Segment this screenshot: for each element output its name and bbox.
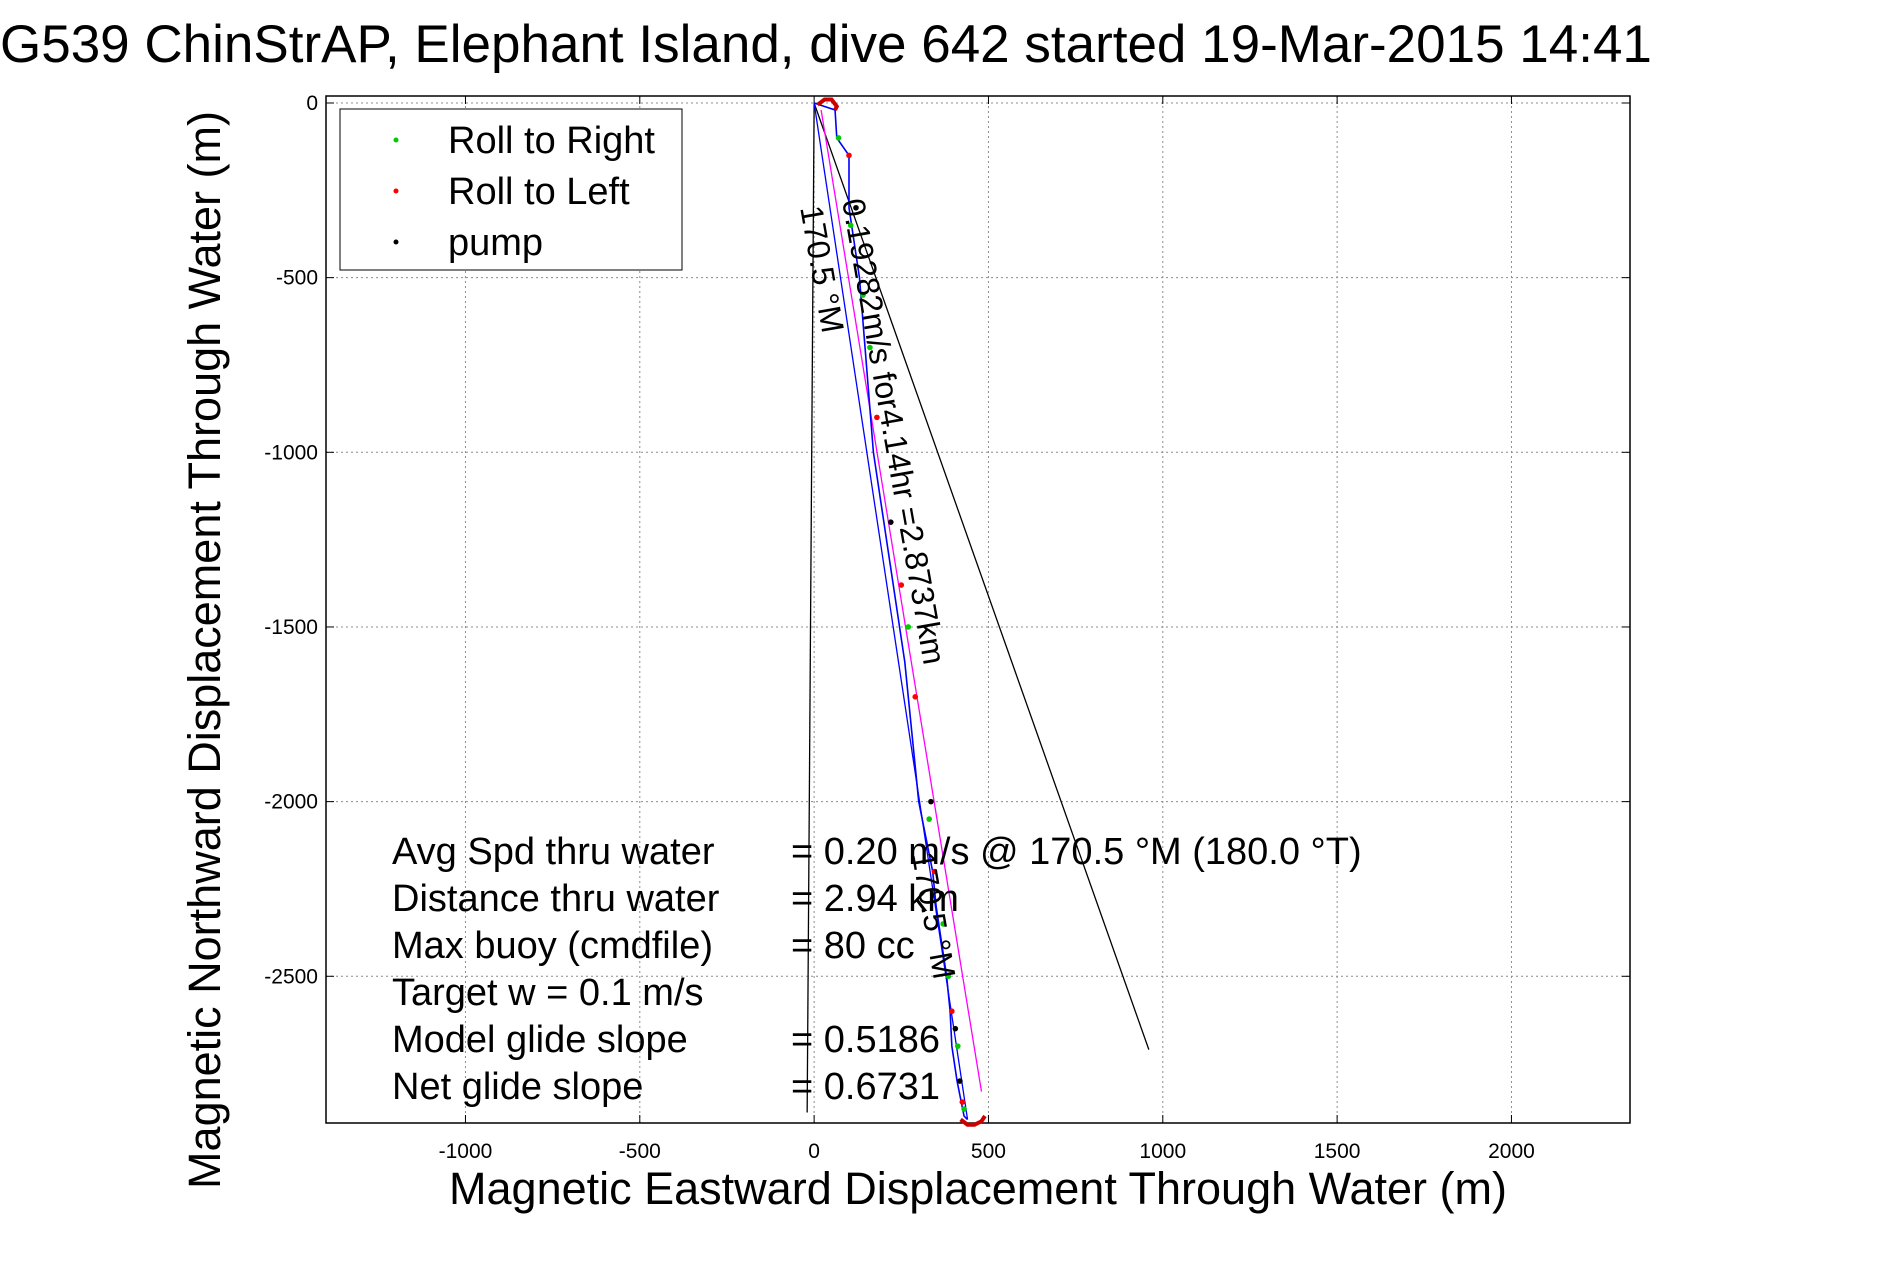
grid-lines: [326, 96, 1630, 1123]
x-tick-label: 1000: [1139, 1140, 1186, 1163]
y-tick-label: 0: [306, 92, 318, 115]
point-pump: [952, 1025, 959, 1032]
x-tick-label: 500: [971, 1140, 1006, 1163]
point-roll-to-right: [835, 135, 842, 141]
y-axis-label: Magnetic Northward Displacement Through …: [179, 111, 230, 1189]
stat-label-target-w: Target w = 0.1 m/s: [392, 972, 704, 1014]
legend: Roll to Right Roll to Left pump: [339, 108, 683, 271]
surface-track-start: [816, 97, 840, 111]
point-roll-to-left: [949, 1008, 955, 1015]
x-tick-label: 1500: [1314, 1140, 1361, 1163]
stat-label-max-buoy: Max buoy (cmdfile): [392, 925, 713, 967]
point-roll-to-right: [847, 222, 854, 229]
chart-title: G539 ChinStrAP, Elephant Island, dive 64…: [0, 15, 1652, 74]
y-tick-label: -1500: [264, 616, 318, 639]
y-tick-label: -2000: [264, 791, 318, 814]
dive-statistics: Avg Spd thru water = 0.20 m/s @ 170.5 °M…: [392, 831, 1362, 1108]
x-tick-label: -500: [619, 1140, 661, 1163]
stat-label-avg-speed: Avg Spd thru water: [392, 831, 715, 873]
point-pump: [928, 798, 934, 805]
point-pump: [888, 519, 894, 525]
legend-label-pump: pump: [448, 222, 543, 264]
stat-label-model-glide: Model glide slope: [392, 1019, 688, 1061]
ref-line-black-vertical: [806, 102, 815, 1113]
point-roll-to-right: [905, 624, 912, 630]
y-tick-label: -2500: [264, 965, 318, 988]
point-pump: [957, 1078, 963, 1084]
point-roll-to-right: [926, 816, 932, 822]
stat-value-distance: = 2.94 km: [791, 878, 959, 920]
point-roll-to-left: [959, 1099, 966, 1105]
point-roll-to-right: [867, 344, 873, 351]
point-roll-to-right: [961, 1106, 967, 1112]
series-line-track: [813, 102, 969, 1121]
point-roll-to-left: [874, 414, 880, 421]
x-tick-label: 0: [808, 1140, 820, 1163]
data-series: [813, 97, 987, 1127]
point-roll-to-left: [846, 152, 852, 159]
legend-marker-roll-right: [393, 137, 399, 143]
y-tick-label: -500: [276, 267, 318, 290]
point-roll-to-right: [954, 1043, 961, 1049]
legend-label-roll-left: Roll to Left: [448, 171, 630, 213]
surface-track-end: [959, 1114, 987, 1127]
x-tick-label: 2000: [1488, 1140, 1535, 1163]
stat-label-distance: Distance thru water: [392, 878, 720, 920]
legend-marker-pump: [393, 239, 399, 245]
stat-value-avg-speed: = 0.20 m/s @ 170.5 °M (180.0 °T): [791, 831, 1362, 873]
point-roll-to-left: [931, 868, 938, 875]
stat-value-net-glide: = 0.6731: [791, 1066, 940, 1108]
y-tick-label: -1000: [264, 441, 318, 464]
legend-marker-roll-left: [393, 188, 399, 194]
legend-label-roll-right: Roll to Right: [448, 120, 655, 162]
ref-line-black-long: [813, 102, 1150, 1050]
stat-label-net-glide: Net glide slope: [392, 1066, 643, 1108]
point-roll-to-right: [860, 292, 866, 298]
point-roll-to-right: [940, 921, 946, 927]
point-pump: [853, 204, 859, 211]
annotation-0: 0.19282m/s for4.14hr =2.8737km: [835, 196, 952, 667]
point-roll-to-right: [945, 973, 952, 980]
stat-value-model-glide: = 0.5186: [791, 1019, 940, 1061]
point-roll-to-left: [898, 582, 905, 588]
stat-value-max-buoy: = 80 cc: [791, 925, 915, 967]
axis-ticks: -1000 -500 0 500 1000 1500 2000 0 -500 -1000 -1500…: [264, 92, 1630, 1163]
x-tick-label: -1000: [439, 1140, 493, 1163]
ref-line-magenta: [820, 109, 983, 1092]
x-axis-label: Magnetic Eastward Displacement Through W…: [449, 1163, 1507, 1214]
point-roll-to-left: [912, 694, 919, 700]
